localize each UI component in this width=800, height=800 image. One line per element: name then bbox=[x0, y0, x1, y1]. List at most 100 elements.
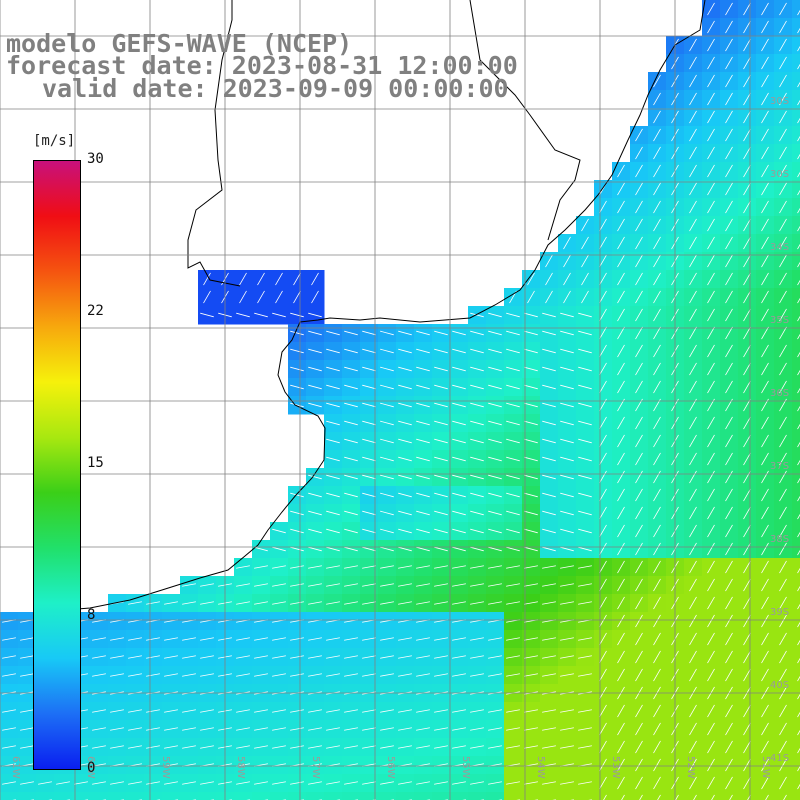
wind-vector bbox=[779, 668, 787, 682]
wind-vector bbox=[344, 330, 358, 336]
wind-vector bbox=[344, 474, 358, 480]
wind-vector bbox=[581, 272, 589, 286]
wind-vector bbox=[326, 601, 340, 605]
wind-vector bbox=[689, 524, 697, 538]
wind-vector bbox=[653, 128, 661, 142]
wind-vector bbox=[434, 384, 448, 390]
wind-vector bbox=[653, 182, 661, 196]
wind-vector bbox=[488, 655, 502, 659]
wind-vector bbox=[200, 601, 214, 605]
wind-vector bbox=[524, 420, 538, 426]
wind-vector bbox=[599, 344, 607, 358]
wind-vector bbox=[689, 326, 697, 340]
wind-vector bbox=[761, 74, 769, 88]
wind-vector bbox=[200, 637, 214, 641]
wind-speed-cell bbox=[792, 522, 800, 541]
wind-vector bbox=[236, 709, 250, 713]
wind-vector bbox=[689, 236, 697, 250]
wind-vector bbox=[761, 92, 769, 106]
wind-vector bbox=[560, 474, 574, 480]
wind-vector bbox=[326, 637, 340, 641]
wind-vector bbox=[380, 510, 394, 516]
wind-speed-cell bbox=[792, 378, 800, 397]
wind-vector bbox=[416, 528, 430, 534]
wind-vector bbox=[578, 546, 592, 552]
wind-vector bbox=[452, 366, 466, 372]
wind-vector bbox=[743, 470, 751, 484]
wind-vector bbox=[362, 565, 376, 569]
wind-speed-cell bbox=[18, 792, 37, 800]
wind-vector bbox=[689, 776, 697, 790]
wind-vector bbox=[635, 452, 643, 466]
wind-vector bbox=[308, 312, 322, 318]
latitude-label: 30S bbox=[770, 96, 789, 107]
wind-vector bbox=[797, 495, 800, 502]
wind-vector bbox=[362, 366, 376, 372]
wind-vector bbox=[308, 510, 322, 516]
wind-vector bbox=[635, 704, 643, 718]
wind-vector bbox=[707, 218, 715, 232]
wind-vector bbox=[707, 758, 715, 772]
wind-vector bbox=[542, 781, 556, 785]
wind-vector bbox=[272, 528, 286, 534]
wind-vector bbox=[326, 438, 340, 444]
wind-vector bbox=[542, 727, 556, 731]
wind-vector bbox=[560, 546, 574, 552]
wind-vector bbox=[524, 384, 538, 390]
longitude-label: 52W bbox=[685, 756, 696, 779]
wind-vector bbox=[779, 722, 787, 736]
wind-vector bbox=[506, 492, 520, 498]
wind-vector bbox=[524, 528, 538, 534]
wind-vector bbox=[599, 740, 607, 754]
wind-vector bbox=[506, 673, 520, 677]
wind-vector bbox=[653, 92, 661, 106]
wind-vector bbox=[488, 456, 502, 462]
wind-vector bbox=[470, 637, 484, 641]
wind-vector bbox=[797, 315, 800, 322]
wind-vector bbox=[707, 650, 715, 664]
wind-vector bbox=[254, 655, 268, 659]
wind-speed-cell bbox=[792, 540, 800, 559]
wind-vector bbox=[362, 781, 376, 785]
wind-vector bbox=[563, 254, 571, 268]
wind-vector bbox=[470, 601, 484, 605]
wind-vector bbox=[635, 218, 643, 232]
wind-speed-cell bbox=[792, 738, 800, 757]
wind-vector bbox=[506, 637, 520, 641]
wind-vector bbox=[452, 492, 466, 498]
wind-vector bbox=[290, 709, 304, 713]
wind-vector bbox=[434, 438, 448, 444]
wind-vector bbox=[434, 709, 448, 713]
wind-vector bbox=[779, 650, 787, 664]
wind-vector bbox=[434, 565, 448, 569]
wind-vector bbox=[290, 330, 304, 336]
wind-vector bbox=[761, 704, 769, 718]
wind-vector bbox=[599, 776, 607, 790]
wind-vector bbox=[707, 542, 715, 556]
wind-vector bbox=[380, 546, 394, 552]
wind-vector bbox=[362, 528, 376, 534]
wind-vector bbox=[761, 722, 769, 736]
wind-speed-cell bbox=[792, 666, 800, 685]
wind-vector bbox=[725, 542, 733, 556]
wind-vector bbox=[689, 416, 697, 430]
wind-vector bbox=[761, 290, 769, 304]
wind-vector bbox=[653, 578, 661, 592]
wind-vector bbox=[578, 510, 592, 516]
wind-vector bbox=[344, 420, 358, 426]
wind-vector bbox=[689, 200, 697, 214]
wind-vector bbox=[797, 207, 800, 214]
wind-vector bbox=[470, 709, 484, 713]
wind-vector bbox=[653, 236, 661, 250]
wind-vector bbox=[563, 290, 571, 304]
wind-vector bbox=[308, 546, 322, 552]
wind-vector bbox=[779, 488, 787, 502]
wind-vector bbox=[254, 709, 268, 713]
wind-vector bbox=[38, 781, 52, 785]
wind-vector bbox=[725, 614, 733, 628]
wind-vector bbox=[128, 727, 142, 731]
wind-vector bbox=[506, 583, 520, 587]
wind-vector bbox=[761, 416, 769, 430]
wind-vector bbox=[182, 601, 196, 605]
wind-vector bbox=[257, 290, 265, 304]
